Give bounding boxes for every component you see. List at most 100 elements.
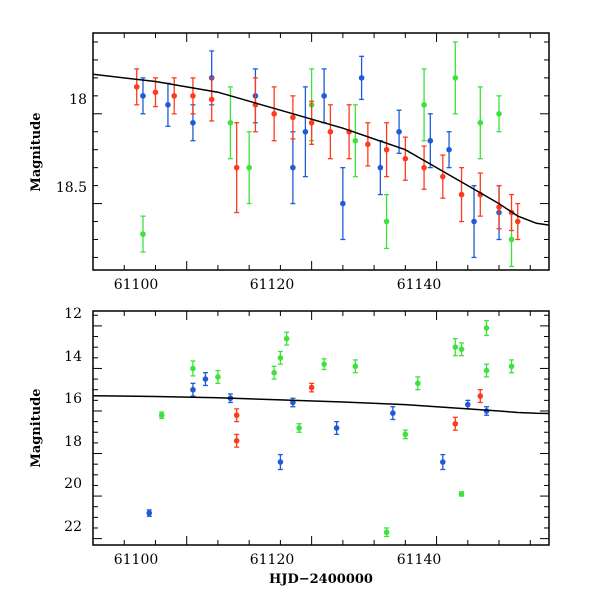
red-data-point [233,433,240,448]
blue-marker [464,401,471,408]
green-marker [508,363,515,370]
bottom-data-layer [93,319,549,538]
green-marker [352,363,359,370]
green-marker [271,369,277,376]
blue-data-point [290,397,296,408]
green-data-point [383,193,390,250]
top-panel: 61100 61120 61140 18 18.5 Magnitude [29,32,550,293]
blue-data-point [396,109,402,154]
bottom-y-tick-label: 12 [64,306,82,322]
red-marker [402,155,409,162]
bottom-y-tick-label: 16 [64,391,82,407]
green-marker [496,110,502,117]
green-data-point [215,369,221,384]
green-marker [140,231,146,237]
green-data-point [352,104,359,178]
top-y-tick-label: 18 [69,92,87,108]
bottom-y-tick-label: 14 [64,349,82,365]
blue-data-point [202,372,209,387]
blue-data-point [146,509,153,517]
red-data-point [290,95,296,140]
green-marker [452,344,459,350]
blue-marker [302,128,309,135]
green-data-point [277,350,284,365]
top-x-tick-label: 61140 [397,277,442,293]
red-data-point [514,202,521,241]
bottom-y-axis-label: Magnitude [29,388,44,467]
blue-marker [446,146,452,153]
blue-marker [190,386,196,393]
blue-marker [321,93,327,99]
blue-data-point [464,399,471,410]
red-data-point [365,122,371,167]
red-data-point [208,77,215,122]
green-data-point [246,131,252,205]
green-marker [383,529,390,536]
red-data-point [271,86,277,142]
blue-data-point [190,382,196,397]
bottom-y-tick-label: 18 [64,434,82,450]
blue-marker [396,128,402,135]
blue-data-point [321,68,327,124]
red-marker [327,128,334,135]
red-marker [308,119,315,126]
red-marker [133,84,140,90]
red-data-point [152,77,159,108]
green-data-point [458,491,465,497]
green-data-point [383,527,390,538]
red-marker [290,114,296,121]
green-marker [246,164,252,171]
green-marker [321,361,327,367]
blue-marker [290,164,296,171]
green-data-point [158,411,165,420]
red-marker [421,164,427,171]
green-data-point [227,86,234,160]
red-data-point [452,416,459,431]
top-plot-frame [92,32,550,271]
blue-marker [140,93,146,99]
red-marker [452,420,459,427]
x-axis-label: HJD−2400000 [269,572,373,587]
top-axis-ticks [93,33,549,270]
model-curve-line [93,394,549,415]
red-marker [477,393,484,399]
top-x-tick-label: 61100 [114,277,159,293]
red-marker [365,141,371,148]
blue-marker [202,376,209,382]
red-marker [171,93,178,99]
red-data-point [477,389,484,404]
red-data-point [477,172,484,217]
green-marker [277,355,284,361]
red-marker [271,110,277,117]
red-marker [233,412,240,419]
bottom-x-tick-label: 61100 [114,552,159,568]
blue-marker [440,459,446,465]
top-data-layer [93,41,549,268]
top-y-axis-label: Magnitude [29,112,44,191]
green-data-point [296,423,302,433]
green-marker [283,335,290,342]
green-data-point [452,41,459,115]
blue-data-point [333,420,340,436]
green-data-point [452,338,459,357]
blue-marker [471,218,477,225]
red-data-point [171,77,178,115]
red-data-point [233,408,240,423]
green-data-point [483,363,490,378]
blue-marker [277,459,284,465]
green-data-point [190,360,196,377]
red-data-point [383,122,390,178]
blue-marker [427,137,434,144]
blue-data-point [340,167,346,241]
red-data-point [252,77,259,133]
red-marker [233,164,240,171]
red-marker [383,146,390,153]
green-data-point [421,68,427,142]
green-marker [452,75,459,81]
red-data-point [421,145,427,190]
green-marker [483,325,490,331]
green-marker [421,102,427,108]
green-marker [158,412,165,419]
red-marker [496,204,502,210]
green-data-point [415,376,421,391]
